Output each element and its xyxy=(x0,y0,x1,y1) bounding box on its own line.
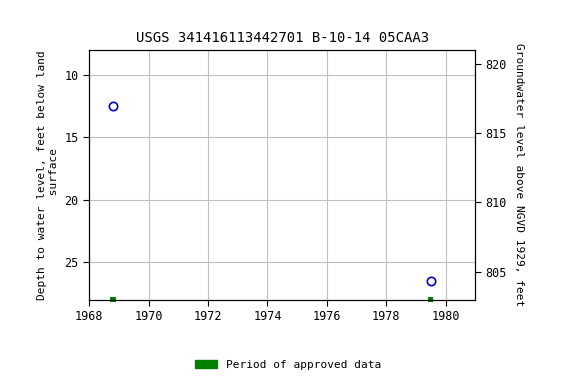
Y-axis label: Groundwater level above NGVD 1929, feet: Groundwater level above NGVD 1929, feet xyxy=(514,43,524,306)
Bar xyxy=(111,297,116,302)
Bar xyxy=(428,297,433,302)
Y-axis label: Depth to water level, feet below land
 surface: Depth to water level, feet below land su… xyxy=(37,50,59,300)
Title: USGS 341416113442701 B-10-14 05CAA3: USGS 341416113442701 B-10-14 05CAA3 xyxy=(136,31,429,45)
Legend: Period of approved data: Period of approved data xyxy=(191,356,385,375)
